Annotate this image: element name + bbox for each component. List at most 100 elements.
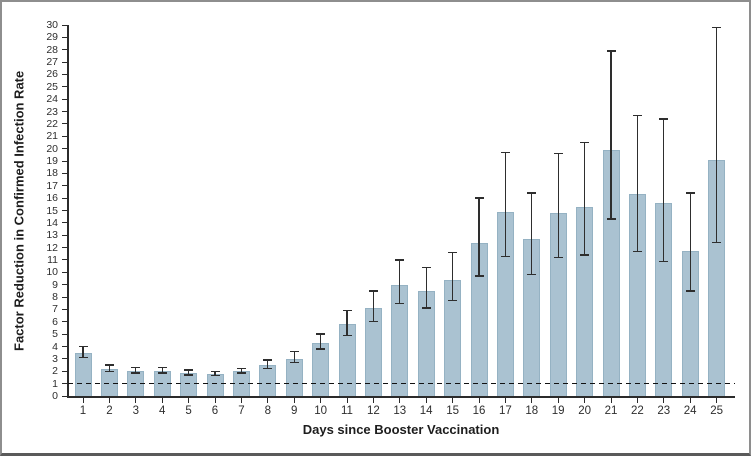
x-tick-label: 17 xyxy=(498,405,512,417)
error-bar-cap-top xyxy=(289,350,299,353)
error-bar-cap-bottom xyxy=(553,256,563,259)
error-bar-cap-top xyxy=(553,152,563,155)
error-bar-cap-top xyxy=(342,309,352,312)
error-bar-cap-top xyxy=(527,192,537,194)
y-tick-label: 26 xyxy=(46,68,58,81)
x-axis-tick xyxy=(504,397,506,403)
x-tick-label: 11 xyxy=(341,405,353,417)
x-axis-tick xyxy=(293,397,295,403)
error-bar-line xyxy=(108,365,111,372)
y-axis-tick xyxy=(62,333,67,335)
y-axis-title: Factor Reduction in Confirmed Infection … xyxy=(11,70,27,351)
error-bar-cap-top xyxy=(131,366,141,369)
y-axis-tick xyxy=(62,160,67,162)
error-bar-line xyxy=(610,50,612,220)
x-axis-tick xyxy=(584,397,586,403)
x-axis-tick xyxy=(267,397,269,403)
y-axis-tick xyxy=(62,123,67,125)
error-bar-cap-bottom xyxy=(104,370,114,372)
error-bar-line xyxy=(293,351,295,363)
error-bar-line xyxy=(478,198,480,277)
x-axis-tick xyxy=(610,397,612,403)
error-bar-cap-bottom xyxy=(78,356,88,359)
error-bar-line xyxy=(161,367,163,374)
y-tick-label: 4 xyxy=(52,340,58,353)
y-axis-line xyxy=(67,25,69,396)
y-axis-tick xyxy=(62,61,67,63)
x-axis-tick xyxy=(478,397,480,403)
error-bar-line xyxy=(267,360,269,369)
y-axis-tick xyxy=(62,148,67,150)
error-bar-cap-top xyxy=(184,369,194,371)
error-bar-cap-top xyxy=(685,192,695,194)
y-tick-label: 5 xyxy=(52,328,58,341)
error-bar-cap-top xyxy=(474,197,484,199)
x-tick-label: 3 xyxy=(132,405,139,417)
error-bar-cap-top xyxy=(104,364,114,366)
y-axis-tick xyxy=(62,111,67,113)
x-axis-tick xyxy=(320,397,322,403)
x-axis-tick xyxy=(425,397,427,403)
error-bar-cap-top xyxy=(659,118,669,120)
y-tick-label: 2 xyxy=(52,365,58,378)
x-axis-tick xyxy=(346,397,348,403)
error-bar-cap-top xyxy=(368,290,378,292)
x-axis-tick xyxy=(108,397,110,403)
y-tick-label: 6 xyxy=(52,315,58,328)
error-bar-cap-bottom xyxy=(131,372,141,374)
error-bar-cap-top xyxy=(316,333,326,335)
x-tick-label: 15 xyxy=(446,405,459,417)
error-bar-cap-bottom xyxy=(184,374,194,376)
error-bar-cap-bottom xyxy=(632,250,642,252)
y-tick-label: 24 xyxy=(46,93,58,106)
error-bar-cap-bottom xyxy=(474,275,484,277)
y-axis-tick xyxy=(62,98,67,100)
y-axis-tick xyxy=(62,36,67,38)
error-bar-cap-top xyxy=(632,114,642,116)
bar xyxy=(312,342,330,396)
y-axis-tick xyxy=(62,321,67,323)
bar xyxy=(206,373,224,396)
y-axis-tick xyxy=(62,370,67,372)
y-axis-tick xyxy=(62,346,67,348)
x-axis-tick xyxy=(135,397,137,403)
x-tick-label: 25 xyxy=(710,405,723,417)
error-bar-line xyxy=(715,27,718,243)
error-bar-line xyxy=(399,259,401,304)
error-bar-cap-bottom xyxy=(157,372,167,374)
error-bar-line xyxy=(531,193,533,275)
x-axis-tick xyxy=(240,397,242,403)
x-axis-tick xyxy=(689,397,691,403)
error-bar-cap-bottom xyxy=(236,372,246,374)
y-axis-tick xyxy=(62,210,67,211)
y-tick-label: 21 xyxy=(46,130,58,143)
error-bar-cap-bottom xyxy=(210,374,220,377)
error-bar-cap-top xyxy=(210,370,220,372)
error-bar-cap-bottom xyxy=(316,348,326,350)
error-bar-cap-bottom xyxy=(712,241,722,244)
error-bar-line xyxy=(557,153,559,258)
x-tick-label: 16 xyxy=(472,405,486,417)
bar xyxy=(74,352,92,396)
y-tick-label: 7 xyxy=(52,303,58,316)
x-tick-label: 12 xyxy=(366,405,380,417)
y-tick-label: 0 xyxy=(52,390,58,402)
y-axis-tick xyxy=(62,73,67,75)
x-tick-label: 6 xyxy=(211,405,219,417)
y-tick-label: 13 xyxy=(46,229,58,242)
y-tick-label: 15 xyxy=(46,204,58,217)
y-tick-label: 30 xyxy=(46,19,58,31)
y-tick-label: 29 xyxy=(46,31,58,44)
x-axis-tick xyxy=(636,397,638,403)
y-tick-label: 14 xyxy=(46,216,58,229)
error-bar-cap-top xyxy=(263,359,273,361)
error-bar-line xyxy=(372,290,375,322)
error-bar-cap-top xyxy=(606,50,616,52)
error-bar-cap-top xyxy=(448,251,458,254)
error-bar-cap-bottom xyxy=(342,334,352,337)
x-tick-label: 24 xyxy=(683,405,697,417)
y-tick-label: 1 xyxy=(52,377,58,390)
x-axis-tick xyxy=(557,397,559,403)
